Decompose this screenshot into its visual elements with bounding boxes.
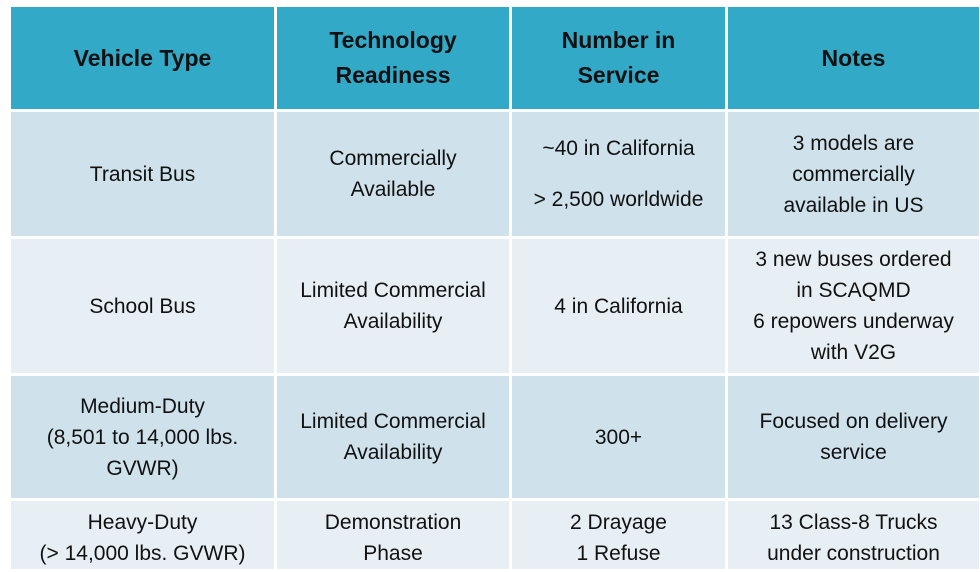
table-cell: School Bus [11, 239, 274, 373]
cell-paragraph: > 2,500 worldwide [518, 184, 719, 215]
header-cell: Technology Readiness [277, 7, 509, 109]
table-cell: Focused on delivery service [728, 376, 979, 498]
cell-text: under construction [767, 542, 940, 565]
cell-paragraph: 13 Class-8 Trucks under construction [734, 507, 973, 569]
cell-text: 1 Refuse [576, 542, 661, 565]
cell-paragraph: Heavy-Duty (> 14,000 lbs. GVWR) [17, 507, 268, 569]
cell-text: Phase [363, 542, 423, 565]
table-cell: 3 new buses ordered in SCAQMD 6 repowers u… [728, 239, 979, 373]
table-cell: Limited Commercial Availability [277, 376, 509, 498]
cell-text: Focused on delivery [759, 410, 948, 433]
table-cell: 4 in California [512, 239, 725, 373]
table-row: Transit Bus Commercially Available ~40 in C… [11, 112, 979, 236]
table-cell: Heavy-Duty (> 14,000 lbs. GVWR) [11, 501, 274, 569]
cell-text: Demonstration [324, 511, 462, 534]
table-cell: 2 Drayage 1 Refuse [512, 501, 725, 569]
cell-text: Transit Bus [89, 162, 196, 186]
cell-text: School Bus [89, 294, 196, 318]
cell-text: 6 repowers underway [753, 310, 954, 333]
cell-text: Limited Commercial [300, 279, 486, 302]
cell-text: Available [350, 178, 436, 201]
header-cell: Notes [728, 7, 979, 109]
cell-text: 13 Class-8 Trucks [769, 511, 938, 534]
cell-paragraph: School Bus [17, 291, 268, 322]
cell-paragraph: Transit Bus [17, 159, 268, 190]
cell-paragraph: Focused on delivery service [734, 406, 973, 468]
table-cell: 3 models are commercially available in US [728, 112, 979, 236]
page: Vehicle Type Technology Readiness Number in… [11, 7, 979, 569]
vehicle-table: Vehicle Type Technology Readiness Number in… [8, 4, 980, 572]
header-text: Notes [821, 44, 886, 71]
table-row: Heavy-Duty (> 14,000 lbs. GVWR) Demonstrat… [11, 501, 979, 569]
header-text: Vehicle Type [73, 44, 212, 71]
cell-text: 300+ [594, 425, 643, 449]
cell-text: (> 14,000 lbs. GVWR) [39, 542, 246, 565]
table-cell: Demonstration Phase [277, 501, 509, 569]
cell-text: (8,501 to 14,000 lbs. [46, 425, 239, 449]
cell-paragraph: Commercially Available [283, 143, 503, 205]
cell-text: > 2,500 worldwide [533, 188, 704, 211]
table-cell: 13 Class-8 Trucks under construction [728, 501, 979, 569]
cell-text: with V2G [810, 341, 897, 364]
cell-paragraph: 3 models are commercially available in US [734, 128, 973, 221]
table-cell: Commercially Available [277, 112, 509, 236]
cell-text: Heavy-Duty [87, 511, 198, 534]
cell-paragraph: 4 in California [518, 291, 719, 322]
cell-text: 4 in California [554, 294, 683, 318]
table-row: Medium-Duty (8,501 to 14,000 lbs. GVWR) Lim… [11, 376, 979, 498]
cell-text: 2 Drayage [570, 511, 667, 534]
table-cell: Limited Commercial Availability [277, 239, 509, 373]
cell-paragraph: Limited Commercial Availability [283, 275, 503, 337]
cell-paragraph: ~40 in California [518, 133, 719, 164]
header-text: Readiness [335, 62, 451, 88]
cell-text: Availability [343, 310, 443, 333]
cell-paragraph: Medium-Duty (8,501 to 14,000 lbs. GVWR) [17, 391, 268, 484]
table-cell: Medium-Duty (8,501 to 14,000 lbs. GVWR) [11, 376, 274, 498]
table-cell: Transit Bus [11, 112, 274, 236]
header-text: Technology [329, 27, 457, 53]
cell-text: 3 new buses ordered [755, 248, 952, 271]
table-cell: 300+ [512, 376, 725, 498]
cell-paragraph: Limited Commercial Availability [283, 406, 503, 468]
cell-text: in SCAQMD [796, 279, 911, 302]
table-row: School Bus Limited Commercial Availability… [11, 239, 979, 373]
cell-text: Commercially [329, 147, 457, 170]
cell-text: available in US [783, 193, 924, 217]
cell-paragraph: 300+ [518, 422, 719, 453]
header-text: Service [577, 62, 660, 88]
header-text: Number in [561, 27, 676, 53]
cell-text: commercially [792, 162, 915, 186]
cell-text: Availability [343, 441, 443, 464]
cell-text: Limited Commercial [300, 410, 486, 433]
header-cell: Vehicle Type [11, 7, 274, 109]
cell-paragraph: 2 Drayage 1 Refuse [518, 507, 719, 569]
table-cell: ~40 in California > 2,500 worldwide [512, 112, 725, 236]
header-row: Vehicle Type Technology Readiness Number in… [11, 7, 979, 109]
cell-paragraph: Demonstration Phase [283, 507, 503, 569]
cell-text: service [820, 441, 887, 464]
cell-text: Medium-Duty [80, 394, 205, 418]
cell-text: ~40 in California [542, 137, 695, 160]
header-cell: Number in Service [512, 7, 725, 109]
table-body: Transit Bus Commercially Available ~40 in C… [11, 112, 979, 569]
cell-paragraph: 3 new buses ordered in SCAQMD 6 repowers u… [734, 244, 973, 368]
cell-text: 3 models are [792, 131, 915, 155]
cell-text: GVWR) [106, 456, 179, 480]
